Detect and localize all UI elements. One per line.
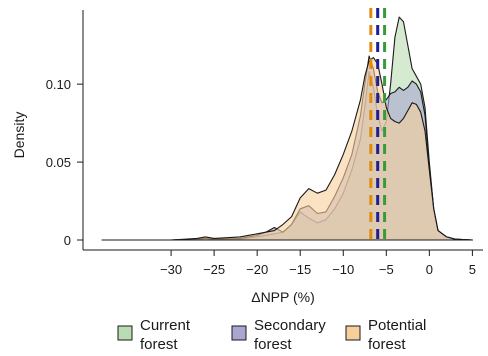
x-axis-title: ΔNPP (%) bbox=[251, 289, 315, 305]
x-tick-label: −20 bbox=[246, 262, 268, 277]
x-axis-ticks: −30 −25 −20 −15 −10 −5 0 5 bbox=[160, 250, 476, 277]
x-tick-label: −5 bbox=[379, 262, 394, 277]
legend-swatch bbox=[117, 325, 133, 341]
density-area-potential-forest bbox=[101, 57, 473, 241]
x-tick-label: −10 bbox=[332, 262, 354, 277]
mean-lines bbox=[369, 8, 387, 240]
x-tick-label: −25 bbox=[203, 262, 225, 277]
y-tick-label: 0 bbox=[64, 233, 71, 248]
legend-item-secondary-forest: Secondary forest bbox=[231, 317, 326, 353]
x-tick-label: −15 bbox=[289, 262, 311, 277]
legend-label: Current bbox=[140, 317, 191, 334]
density-areas bbox=[101, 16, 473, 241]
legend-label: forest bbox=[140, 336, 178, 353]
y-tick-label: 0.05 bbox=[46, 155, 71, 170]
x-tick-label: 5 bbox=[469, 262, 476, 277]
legend-label: forest bbox=[368, 336, 406, 353]
legend-swatch bbox=[345, 325, 361, 341]
x-tick-label: −30 bbox=[160, 262, 182, 277]
legend-item-current-forest: Current forest bbox=[117, 317, 191, 353]
y-axis-ticks: 0 0.05 0.10 bbox=[46, 77, 83, 248]
legend: Current forest Secondary forest Potential for… bbox=[117, 317, 426, 353]
y-tick-label: 0.10 bbox=[46, 77, 71, 92]
legend-item-potential-forest: Potential forest bbox=[345, 317, 426, 353]
y-axis-title: Density bbox=[11, 112, 27, 159]
x-tick-label: 0 bbox=[426, 262, 433, 277]
legend-label: forest bbox=[254, 336, 292, 353]
legend-label: Potential bbox=[368, 317, 426, 334]
legend-swatch bbox=[231, 325, 247, 341]
legend-label: Secondary bbox=[254, 317, 326, 334]
